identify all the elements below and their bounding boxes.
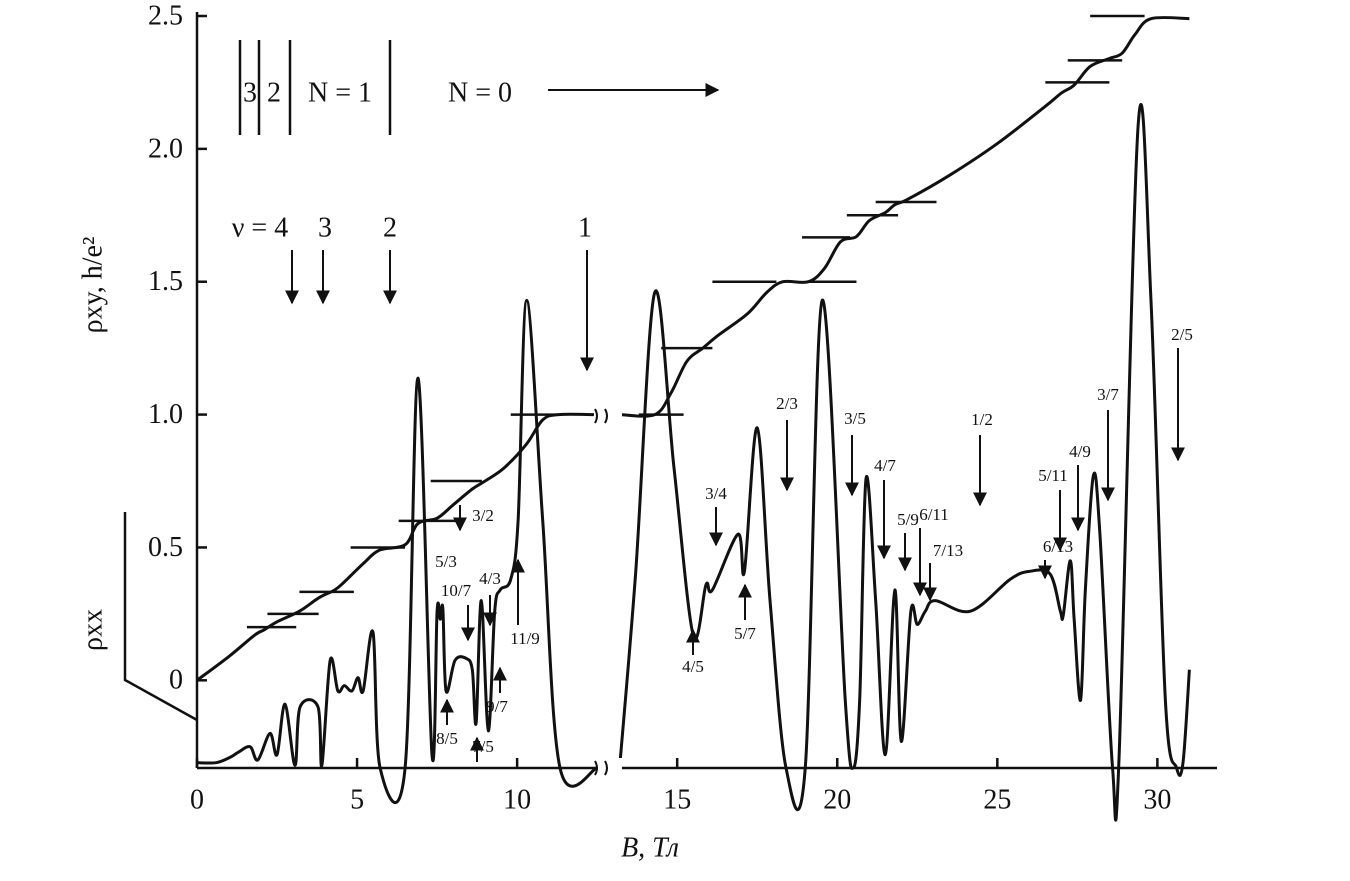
annotation: 2/5 [1171,325,1193,344]
break-mark [594,760,598,776]
annotation: 7/5 [472,737,494,756]
level-label: 2 [267,77,281,108]
annotation: 11/9 [510,629,540,648]
annotation: 4/5 [682,657,704,676]
curve [196,103,1191,822]
x-tick-label: 30 [1143,784,1171,815]
nu-label: 3 [318,212,332,243]
y-tick-label: 0 [169,665,183,696]
y-tick-label: 2.5 [148,0,183,31]
annotation: 5/11 [1038,466,1068,485]
annotation: 3/5 [844,409,866,428]
level-label: 3 [243,77,257,108]
annotation: 6/13 [1043,537,1073,556]
annotation: 3/4 [705,484,727,503]
x-tick-label: 20 [823,784,851,815]
y-tick-label: 0.5 [148,532,183,563]
annotation: 10/7 [441,581,472,600]
nu-label: ν = 4 [232,212,288,243]
annotation: 4/7 [874,456,896,475]
break-gap [598,406,622,426]
break-mark [594,408,598,424]
annotation: 5/9 [897,510,919,529]
break-mark [604,408,608,424]
annotation: 4/9 [1069,442,1091,461]
annotation: 3/7 [1097,385,1119,404]
y2-axis [123,512,198,722]
annotation: 3/2 [472,506,494,525]
y-tick-label: 2.0 [148,133,183,164]
annotation: 4/3 [479,569,501,588]
annotation: 1/2 [971,410,993,429]
x-tick-label: 0 [190,784,204,815]
annotation: 5/7 [734,624,756,643]
level-label: N = 0 [448,77,512,108]
annotation: 2/3 [776,394,798,413]
x-tick-label: 15 [663,784,691,815]
x-tick-label: 5 [350,784,364,815]
x-tick-label: 10 [503,784,531,815]
annotation: 5/3 [435,552,457,571]
annotation: 9/7 [486,697,508,716]
level-label: N = 1 [308,77,372,108]
annotation: 6/11 [919,505,949,524]
axes [123,12,1217,770]
y2-axis-label: ρxx [77,609,108,651]
x-tick-label: 25 [983,784,1011,815]
nu-label: 1 [578,212,592,243]
x-axis-label: B, Тл [621,832,679,863]
y-axis-label: ρxy, h/e² [77,237,108,334]
break-gap [598,758,622,778]
y-tick-label: 1.5 [148,266,183,297]
annotation: 7/13 [933,541,963,560]
nu-label: 2 [383,212,397,243]
annotation: 8/5 [436,729,458,748]
break-mark [604,760,608,776]
y-tick-label: 1.0 [148,399,183,430]
